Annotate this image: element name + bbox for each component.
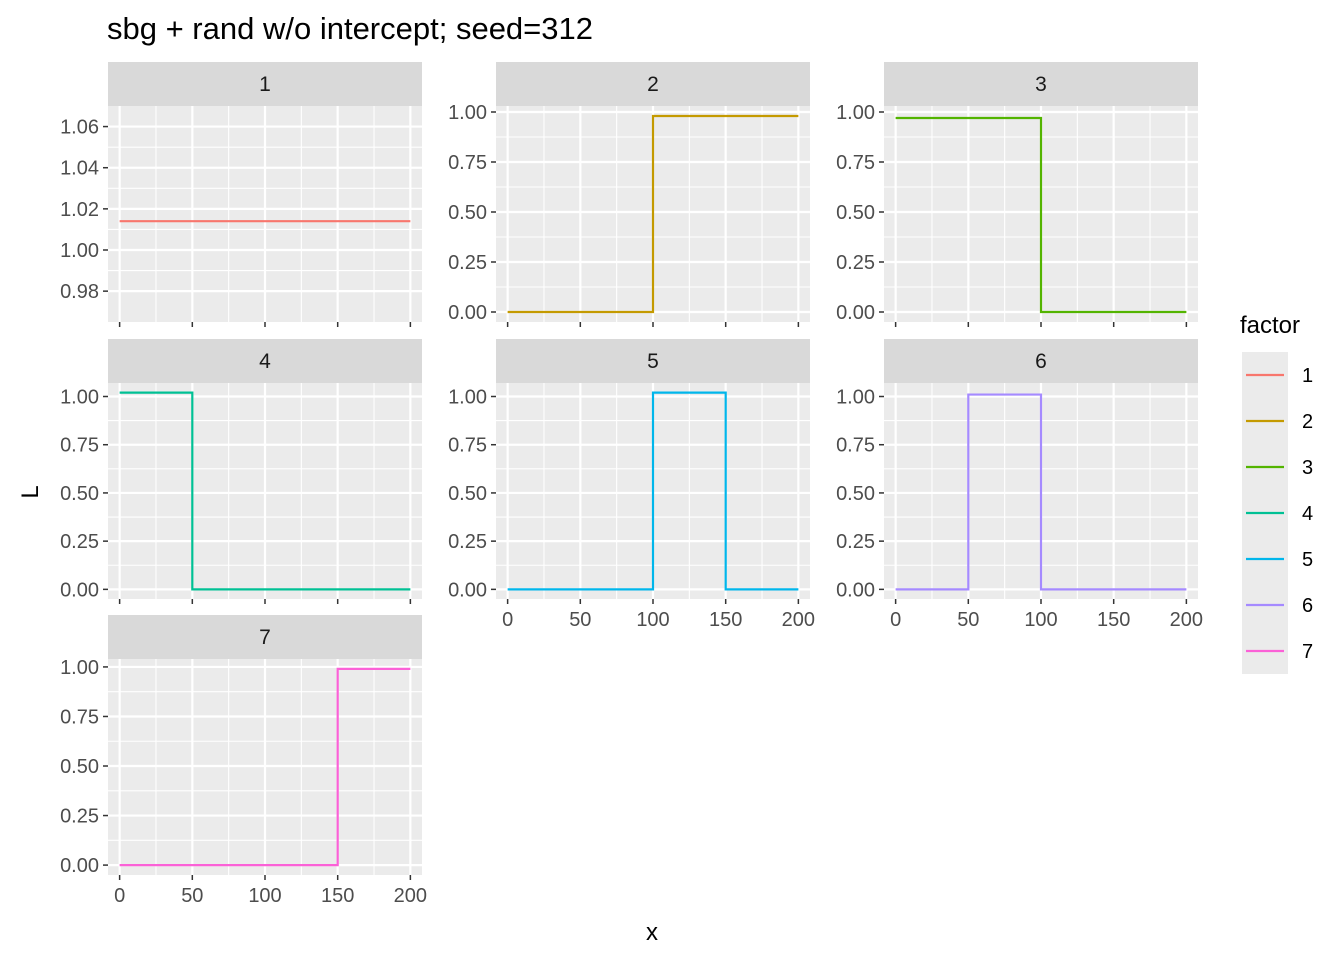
x-tick-label: 0 — [890, 609, 901, 631]
series-line-2 — [507, 114, 799, 314]
y-tick-label: 0.00 — [836, 579, 875, 601]
x-tick-label: 100 — [1024, 609, 1057, 631]
series-line-5 — [507, 391, 799, 591]
y-tick-label: 1.02 — [60, 199, 99, 221]
y-tick-label: 0.00 — [60, 855, 99, 877]
facet-panel-5: 5 0.00 0.25 0.50 0.75 1.00 0 50 100 150 200 — [448, 339, 815, 631]
facet-strip-label: 3 — [1035, 73, 1047, 96]
facet-strip-label: 2 — [647, 73, 659, 96]
x-tick-label: 50 — [957, 609, 979, 631]
facet-panel-4: 4 0.00 0.25 0.50 0.75 1.00 — [60, 339, 422, 604]
y-tick-label: 0.50 — [60, 483, 99, 505]
y-tick-label: 0.25 — [60, 531, 99, 553]
legend-label-4: 4 — [1302, 503, 1313, 525]
x-tick-label: 100 — [636, 609, 669, 631]
facet-strip — [884, 62, 1198, 106]
facet-strip-label: 1 — [259, 73, 271, 96]
x-tick-label: 0 — [114, 885, 125, 907]
facet-panel-1: 1 0.98 1.00 1.02 1.04 1.06 — [60, 62, 422, 327]
facet-panel-7: 7 0.00 0.25 0.50 0.75 1.00 0 50 100 150 200 — [60, 615, 427, 907]
y-tick-label: 0.25 — [836, 531, 875, 553]
y-tick-label: 0.75 — [448, 152, 487, 174]
facet-strip — [108, 62, 422, 106]
series-line-7 — [119, 667, 411, 867]
x-axis-title: x — [646, 919, 658, 946]
y-tick-label: 0.75 — [60, 435, 99, 457]
facet-strip — [496, 339, 810, 383]
y-tick-label: 1.00 — [836, 387, 875, 409]
y-axis-title: L — [17, 485, 44, 498]
y-tick-label: 1.00 — [448, 102, 487, 124]
facet-panel-6: 6 0.00 0.25 0.50 0.75 1.00 0 50 100 150 200 — [836, 339, 1203, 631]
legend-label-5: 5 — [1302, 549, 1313, 571]
facet-strip — [884, 339, 1198, 383]
chart-title: sbg + rand w/o intercept; seed=312 — [107, 11, 593, 46]
facet-strip-label: 5 — [647, 350, 659, 373]
x-tick-label: 150 — [321, 885, 354, 907]
series-line-4 — [119, 391, 411, 591]
legend: factor 1 2 3 4 5 6 7 — [1240, 312, 1313, 674]
legend-title: factor — [1240, 312, 1300, 339]
y-tick-label: 1.00 — [448, 387, 487, 409]
facet-strip-label: 4 — [259, 350, 271, 373]
facet-panel-2: 2 0.00 0.25 0.50 0.75 1.00 — [448, 62, 810, 327]
legend-label-1: 1 — [1302, 365, 1313, 387]
y-tick-label: 1.00 — [60, 240, 99, 262]
y-tick-label: 0.25 — [448, 531, 487, 553]
y-tick-label: 0.00 — [448, 579, 487, 601]
legend-label-7: 7 — [1302, 641, 1313, 663]
y-tick-label: 0.50 — [836, 202, 875, 224]
facet-strip-label: 7 — [259, 626, 271, 649]
facet-strip — [108, 615, 422, 659]
y-tick-label: 0.98 — [60, 281, 99, 303]
y-tick-label: 0.00 — [60, 579, 99, 601]
y-tick-label: 1.04 — [60, 158, 99, 180]
x-tick-label: 200 — [394, 885, 427, 907]
x-tick-label: 150 — [1097, 609, 1130, 631]
y-tick-label: 0.50 — [448, 483, 487, 505]
x-tick-label: 50 — [569, 609, 591, 631]
facet-strip-label: 6 — [1035, 350, 1047, 373]
y-tick-label: 0.25 — [60, 806, 99, 828]
y-tick-label: 1.00 — [836, 102, 875, 124]
x-tick-label: 200 — [1170, 609, 1203, 631]
y-tick-label: 1.00 — [60, 657, 99, 679]
y-tick-label: 1.00 — [60, 387, 99, 409]
facet-strip — [496, 62, 810, 106]
legend-label-6: 6 — [1302, 595, 1313, 617]
facet-strip — [108, 339, 422, 383]
x-tick-label: 150 — [709, 609, 742, 631]
series-line-3 — [895, 116, 1187, 314]
legend-label-2: 2 — [1302, 411, 1313, 433]
x-tick-label: 50 — [181, 885, 203, 907]
facet-panel-3: 3 0.00 0.25 0.50 0.75 1.00 — [836, 62, 1198, 327]
series-line-6 — [895, 393, 1187, 591]
y-tick-label: 0.25 — [836, 252, 875, 274]
y-tick-label: 0.00 — [448, 302, 487, 324]
y-tick-label: 0.50 — [836, 483, 875, 505]
y-tick-label: 0.00 — [836, 302, 875, 324]
x-tick-label: 200 — [782, 609, 815, 631]
y-tick-label: 0.75 — [836, 435, 875, 457]
facet-panels: 1 0.98 1.00 1.02 1.04 1.06 2 0.00 0.25 0.50 0.75 1.… — [60, 62, 1203, 907]
x-tick-label: 0 — [502, 609, 513, 631]
y-tick-label: 0.50 — [60, 756, 99, 778]
y-tick-label: 0.50 — [448, 202, 487, 224]
y-tick-label: 1.06 — [60, 117, 99, 139]
y-tick-label: 0.75 — [836, 152, 875, 174]
y-tick-label: 0.25 — [448, 252, 487, 274]
y-tick-label: 0.75 — [448, 435, 487, 457]
y-tick-label: 0.75 — [60, 706, 99, 728]
x-tick-label: 100 — [248, 885, 281, 907]
legend-label-3: 3 — [1302, 457, 1313, 479]
